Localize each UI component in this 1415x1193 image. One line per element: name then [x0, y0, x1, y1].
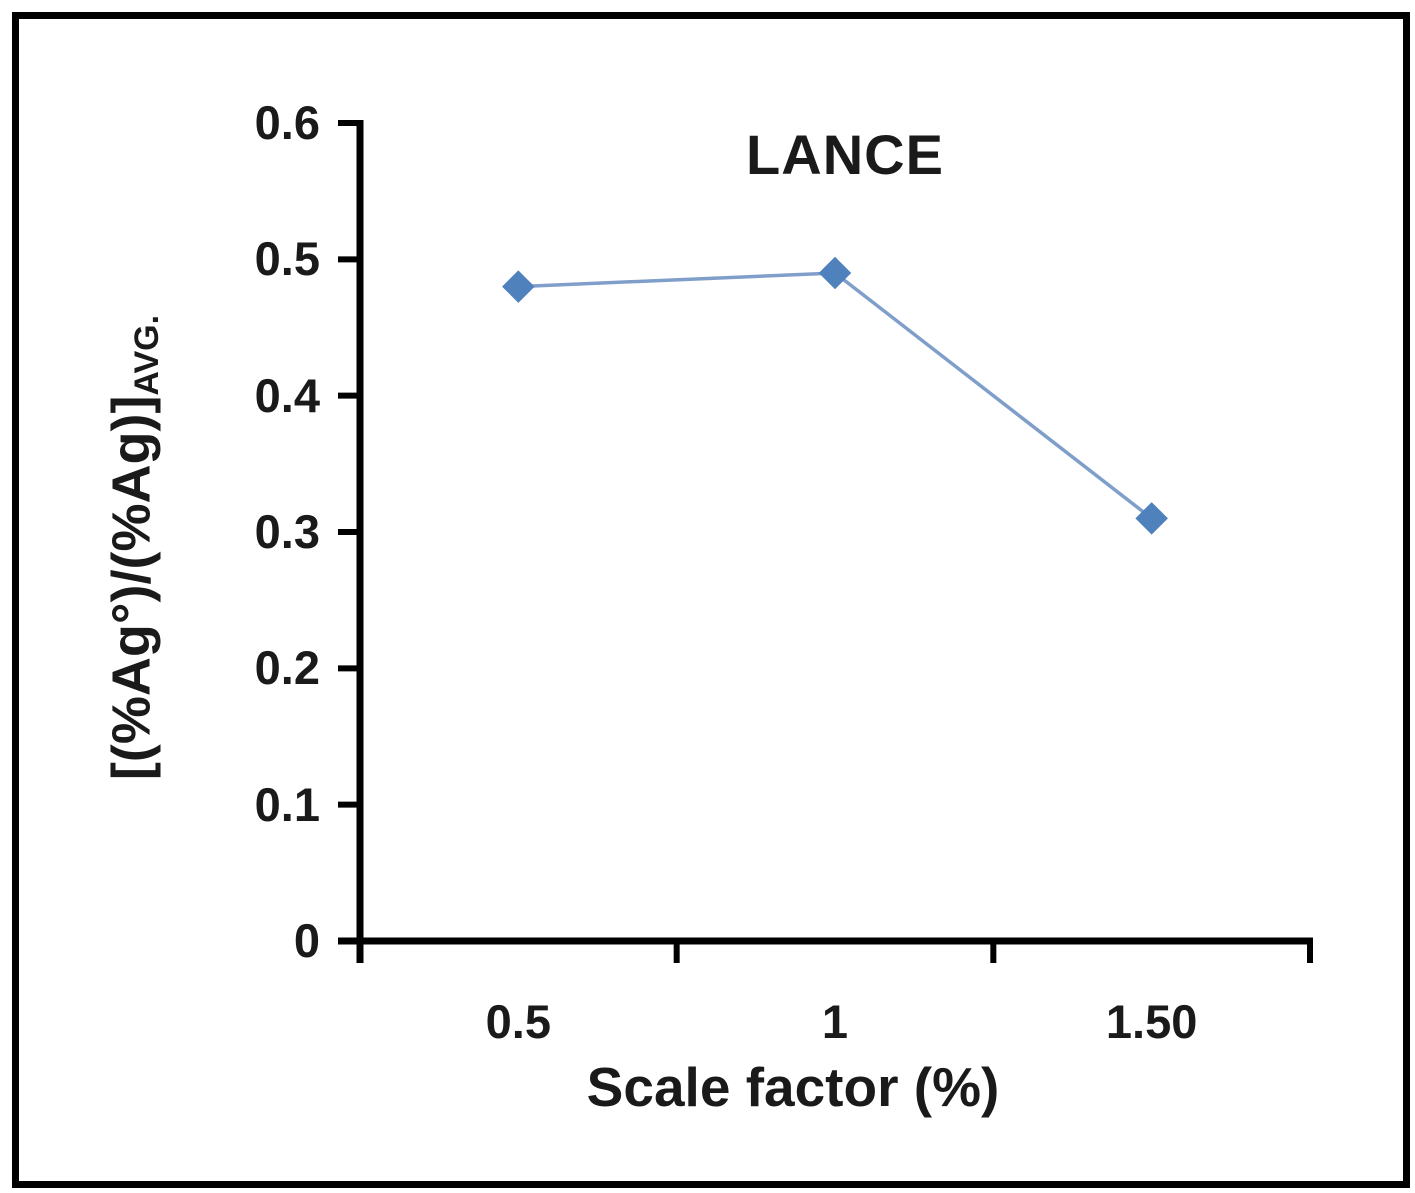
y-axis-title-main: [(%Ag°)/(%Ag)]	[101, 395, 162, 781]
y-tick-label: 0	[293, 914, 320, 967]
x-tick-label: 1	[821, 995, 849, 1048]
y-tick-label: 0.3	[254, 505, 320, 558]
y-tick-label: 0.1	[254, 777, 320, 831]
data-point-diamond	[818, 256, 852, 290]
figure-border	[12, 12, 1410, 1188]
data-point-diamond	[502, 270, 535, 303]
y-tick-label: 0.2	[254, 641, 320, 695]
y-tick-label: 0.4	[254, 368, 320, 422]
y-tick-label: 0.5	[254, 232, 320, 286]
x-tick-label: 1.50	[1105, 995, 1198, 1048]
data-point-diamond	[1135, 502, 1168, 535]
chart-title: LANCE	[746, 123, 944, 186]
x-axis-title: Scale factor (%)	[586, 1056, 1000, 1118]
y-tick-label: 0.6	[254, 96, 320, 149]
x-tick-label: 0.5	[485, 995, 551, 1048]
series-line	[518, 271, 1153, 520]
